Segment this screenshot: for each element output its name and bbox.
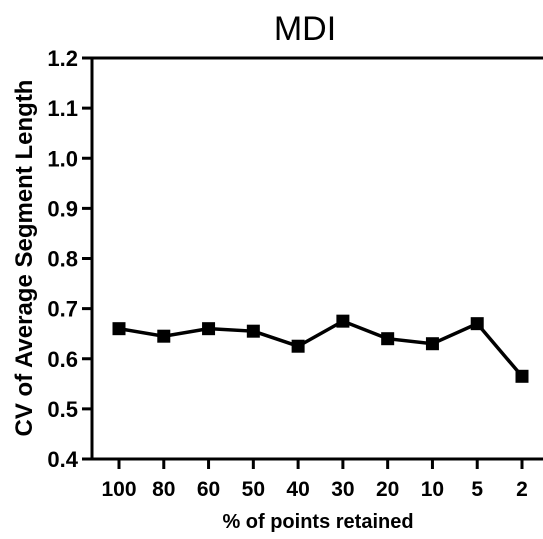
- data-point-marker: [336, 314, 350, 328]
- y-tick-label: 0.7: [47, 297, 78, 322]
- y-tick-label: 0.8: [47, 247, 78, 272]
- y-tick-label: 0.6: [47, 347, 78, 372]
- data-point-marker: [246, 324, 260, 338]
- x-tick-label: 2: [516, 478, 528, 501]
- x-tick-label: 30: [331, 478, 354, 501]
- data-point-marker: [515, 369, 529, 383]
- y-axis-label: CV of Average Segment Length: [11, 80, 38, 437]
- y-tick-label: 0.9: [47, 196, 78, 221]
- x-tick-label: 50: [242, 478, 265, 501]
- series-line: [118, 319, 524, 378]
- x-tick-label: 20: [376, 478, 399, 501]
- x-tick-label: 10: [421, 478, 444, 501]
- y-tick-label: 1.0: [47, 146, 78, 171]
- y-tick-label: 0.5: [47, 397, 78, 422]
- data-point-marker: [291, 339, 305, 353]
- y-tick-label: 0.4: [47, 447, 78, 472]
- data-point-marker: [202, 322, 216, 336]
- data-point-marker: [425, 337, 439, 351]
- x-tick-label: 80: [152, 478, 175, 501]
- y-tick-label: 1.1: [47, 96, 78, 121]
- plot-area: 0.4 0.5 0.6 0.7 0.8 0.9 1.0 1.1 1.2 100 80 60 50 40 30…: [47, 46, 543, 501]
- data-point-marker: [112, 322, 126, 336]
- data-point-marker: [470, 317, 484, 331]
- data-point-marker: [157, 329, 171, 343]
- y-tick-label: 1.2: [47, 46, 78, 71]
- chart-title: MDI: [274, 10, 336, 48]
- x-tick-label: 5: [471, 478, 483, 501]
- x-tick-label: 60: [197, 478, 220, 501]
- data-point-marker: [381, 332, 395, 346]
- x-tick-label: 40: [286, 478, 309, 501]
- x-axis-label: % of points retained: [222, 511, 413, 533]
- x-tick-label: 100: [101, 478, 136, 501]
